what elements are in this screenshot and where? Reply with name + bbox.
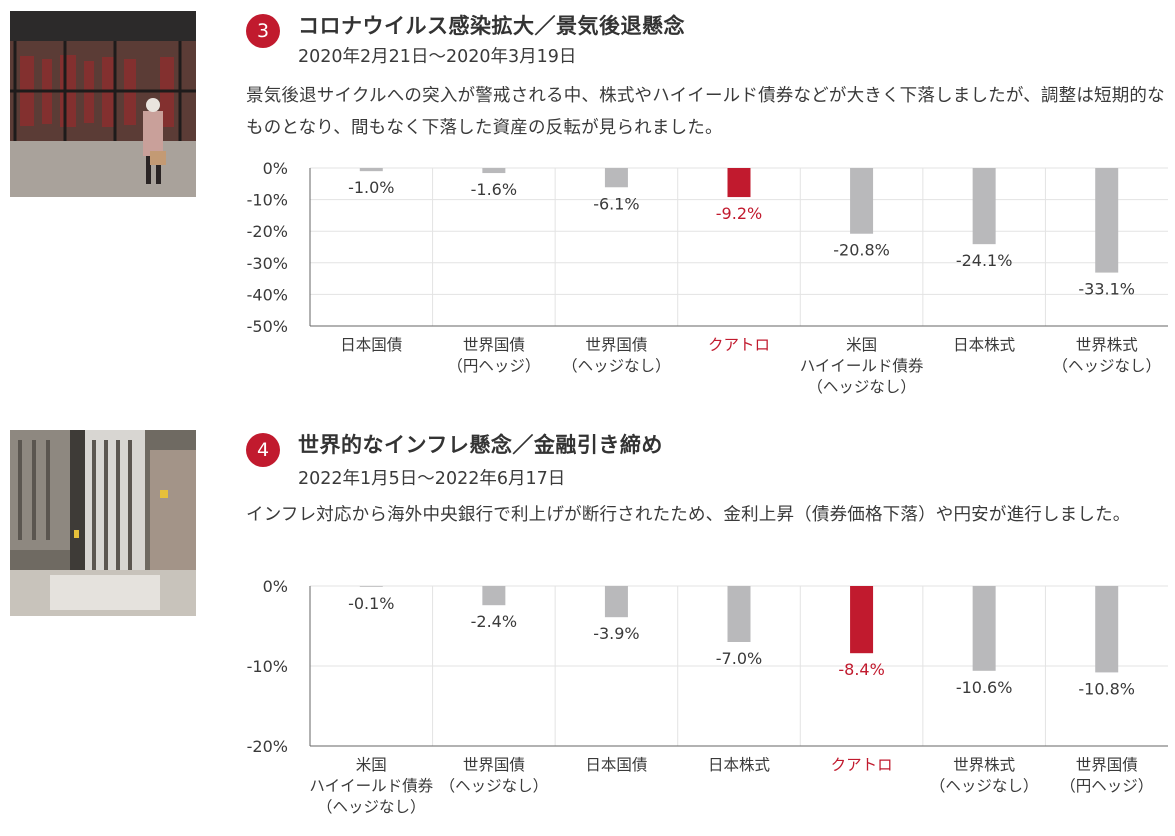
- y-tick-label: -40%: [247, 285, 288, 304]
- section-description: インフレ対応から海外中央銀行で利上げが断行されたため、金利上昇（債券価格下落）や…: [246, 505, 1131, 525]
- bar: [1095, 586, 1119, 673]
- section-3-photo: [10, 11, 196, 197]
- bar: [482, 168, 506, 174]
- city-street-pedestrian-photo: [10, 11, 196, 197]
- x-category-label: 日本国債: [340, 336, 402, 354]
- bar-value-label: -7.0%: [716, 649, 762, 668]
- bar-value-label: -24.1%: [956, 251, 1013, 270]
- x-category-label: クアトロ: [831, 756, 893, 774]
- section-description: 景気後退サイクルへの突入が警戒される中、株式やハイイールド債券などが大きく下落し…: [246, 86, 1165, 138]
- x-category-label: 日本国債: [585, 756, 647, 774]
- x-category-label: 世界株式（ヘッジなし）: [930, 756, 1039, 795]
- x-category-label: 日本株式: [708, 756, 770, 774]
- bar-value-label: -1.0%: [348, 178, 394, 197]
- bar-chart: 0% -10% -20% -30% -40% -50% -1.0% 日本国債 -1.6% 世界国債…: [247, 159, 1168, 396]
- bar: [359, 586, 383, 587]
- aerial-city-buildings-photo: [10, 430, 196, 616]
- bar-value-label: -9.2%: [716, 204, 762, 223]
- bar-value-label: -2.4%: [471, 612, 517, 631]
- bar: [727, 168, 751, 198]
- section-heading: 世界的なインフレ懸念／金融引き締め: [298, 433, 663, 457]
- y-tick-label: 0%: [263, 159, 288, 178]
- bar: [850, 168, 874, 234]
- bar: [482, 586, 506, 606]
- bar-value-label: -10.6%: [956, 678, 1013, 697]
- y-tick-label: -20%: [247, 737, 288, 756]
- section-4-photo: [10, 430, 196, 616]
- x-category-label: 日本株式: [953, 336, 1015, 354]
- section-number-badge: 4: [246, 433, 280, 467]
- bar-value-label: -8.4%: [838, 660, 884, 679]
- x-category-label: 世界株式（ヘッジなし）: [1052, 336, 1161, 375]
- x-category-label: クアトロ: [708, 336, 770, 354]
- x-category-label: 世界国債（ヘッジなし）: [562, 336, 671, 375]
- y-tick-label: -10%: [247, 657, 288, 676]
- bar-value-label: -10.8%: [1078, 679, 1135, 698]
- section-period: 2022年1月5日～2022年6月17日: [298, 469, 566, 489]
- bar: [850, 586, 874, 654]
- bar: [1095, 168, 1119, 273]
- bar: [972, 168, 996, 245]
- y-tick-label: -20%: [247, 222, 288, 241]
- y-tick-label: -10%: [247, 191, 288, 210]
- chart-section-4: 0% -10% -20% -0.1% 米国ハイイールド債券（ヘッジなし） -2.4% 世界国…: [230, 570, 1170, 836]
- x-category-label: 米国ハイイールド債券（ヘッジなし）: [309, 756, 433, 816]
- x-category-label: 世界国債（円ヘッジ）: [447, 336, 540, 375]
- bar: [727, 586, 751, 642]
- section-number-badge: 3: [246, 14, 280, 48]
- y-tick-label: -30%: [247, 254, 288, 273]
- x-category-label: 米国ハイイールド債券（ヘッジなし）: [800, 336, 924, 396]
- bar-chart: 0% -10% -20% -0.1% 米国ハイイールド債券（ヘッジなし） -2.4% 世界国…: [247, 577, 1168, 816]
- bar-value-label: -33.1%: [1078, 280, 1135, 299]
- y-tick-label: 0%: [263, 577, 288, 596]
- section-period: 2020年2月21日～2020年3月19日: [298, 47, 577, 67]
- bar-value-label: -3.9%: [593, 624, 639, 643]
- bar: [972, 586, 996, 671]
- bar-value-label: -1.6%: [471, 180, 517, 199]
- bar: [604, 586, 628, 618]
- x-category-label: 世界国債（ヘッジなし）: [440, 756, 549, 795]
- bar: [359, 168, 383, 172]
- y-tick-label: -50%: [247, 317, 288, 336]
- bar-value-label: -0.1%: [348, 594, 394, 613]
- bar-value-label: -6.1%: [593, 194, 639, 213]
- bar-value-label: -20.8%: [833, 241, 890, 260]
- section-heading: コロナウイルス感染拡大／景気後退懸念: [298, 14, 685, 38]
- x-category-label: 世界国債（円ヘッジ）: [1060, 756, 1153, 795]
- bar: [604, 168, 628, 188]
- chart-section-3: 0% -10% -20% -30% -40% -50% -1.0% 日本国債 -1.6% 世界国債…: [230, 150, 1170, 409]
